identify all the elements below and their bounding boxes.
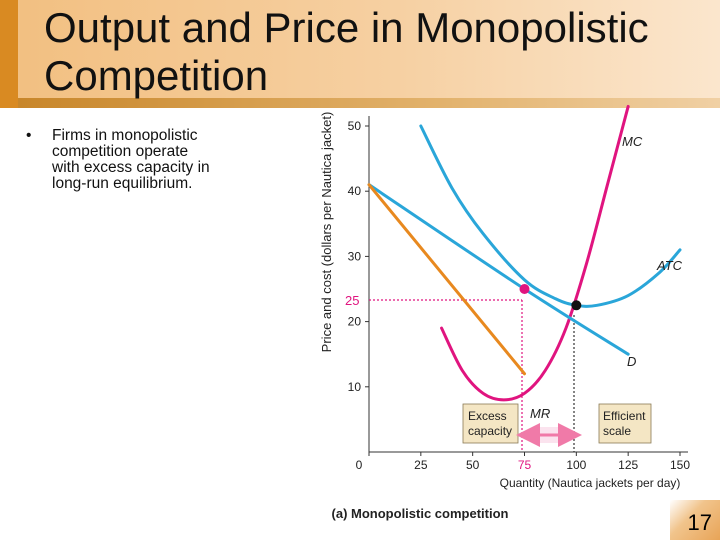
excess-capacity-line-1: Excess xyxy=(468,409,507,423)
x-axis-label: Quantity (Nautica jackets per day) xyxy=(500,476,681,490)
mr-label: MR xyxy=(530,406,550,421)
title-accent-bar xyxy=(0,0,18,108)
slide-title: Output and Price in Monopolistic Competi… xyxy=(44,4,649,99)
price-25-label: 25 xyxy=(345,293,359,308)
y-tick-label: 10 xyxy=(348,380,362,394)
excess-capacity-line-2: capacity xyxy=(468,424,512,438)
x-tick-label: 125 xyxy=(618,458,638,472)
x-tick-label: 150 xyxy=(670,458,690,472)
chart-caption: (a) Monopolistic competition xyxy=(332,506,509,521)
y-tick-label: 20 xyxy=(348,315,362,329)
x-tick-label: 0 xyxy=(356,458,363,472)
curve-mr xyxy=(367,183,526,376)
x-tick-label: 100 xyxy=(566,458,586,472)
x-tick-label: 50 xyxy=(466,458,480,472)
bullet-text: Firms in monopolistic competition operat… xyxy=(52,127,210,192)
x-tick-label: 25 xyxy=(414,458,428,472)
y-tick-label: 30 xyxy=(348,249,362,263)
title-underline xyxy=(18,98,720,108)
title-banner xyxy=(0,0,720,108)
page-number: 17 xyxy=(687,510,712,535)
efficient-scale-box xyxy=(598,403,652,444)
efficient-scale-line-1: Efficient xyxy=(603,409,646,423)
x-tick-label: 75 xyxy=(518,458,532,472)
curve-atc xyxy=(419,124,682,308)
atc-label: ATC xyxy=(656,258,683,273)
equilibrium-point xyxy=(519,284,530,294)
curve-mc xyxy=(440,104,630,402)
curve-d xyxy=(367,183,630,356)
bullet-icon: • xyxy=(26,127,32,144)
excess-capacity-box xyxy=(462,403,519,444)
efficient-scale-point xyxy=(571,300,582,311)
y-axis-label: Price and cost (dollars per Nautica jack… xyxy=(319,112,334,353)
efficient-scale-label: Efficient scale xyxy=(603,409,649,438)
mc-label: MC xyxy=(622,134,643,149)
efficient-scale-line-2: scale xyxy=(603,424,631,438)
y-tick-label: 50 xyxy=(348,119,362,133)
page-corner-decoration xyxy=(670,500,720,540)
excess-capacity-label: Excess capacity xyxy=(468,409,512,438)
d-label: D xyxy=(627,354,636,369)
y-tick-label: 40 xyxy=(348,184,362,198)
